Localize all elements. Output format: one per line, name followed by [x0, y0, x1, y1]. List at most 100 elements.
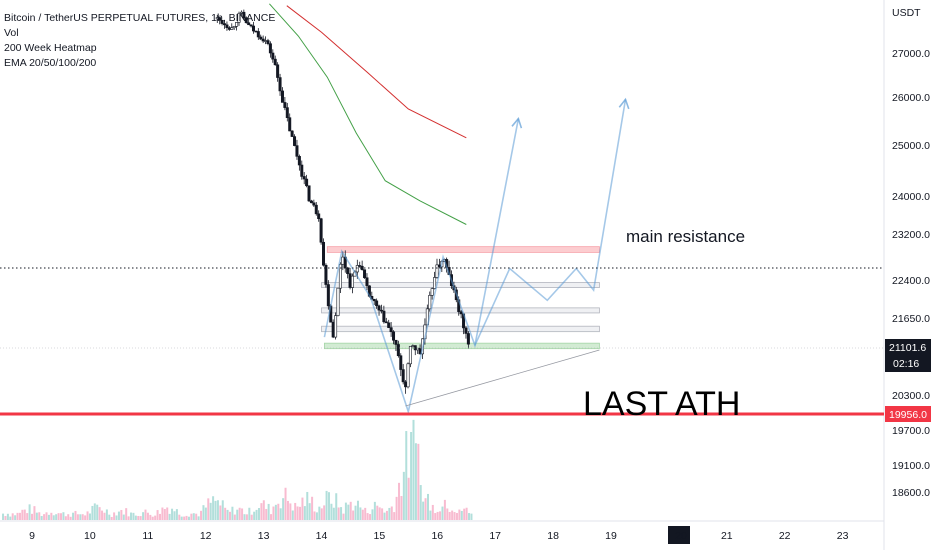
- currency-label: USDT: [892, 7, 921, 19]
- volume-bar: [195, 513, 198, 520]
- volume-bar: [76, 514, 79, 520]
- volume-bar: [43, 514, 46, 520]
- volume-bar: [204, 507, 207, 520]
- volume-bar: [354, 505, 357, 520]
- y-tick-label: 25000.0: [892, 140, 930, 152]
- volume-bar: [267, 503, 270, 520]
- volume-bar: [286, 500, 289, 520]
- volume-bar: [439, 511, 442, 520]
- volume-bar: [337, 507, 340, 520]
- volume-bar: [190, 513, 193, 520]
- volume-bar: [400, 496, 403, 520]
- volume-bar: [120, 509, 123, 520]
- volume-bar: [110, 517, 113, 520]
- volume-bar: [405, 431, 408, 520]
- volume-bar: [284, 487, 287, 520]
- candle-body: [401, 369, 405, 383]
- volume-bar: [62, 512, 65, 520]
- symbol-title[interactable]: Bitcoin / TetherUS PERPETUAL FUTURES, 1h…: [4, 12, 276, 24]
- volume-bar: [122, 514, 125, 520]
- volume-bar: [260, 503, 263, 520]
- volume-bar: [113, 512, 116, 520]
- heatmap-indicator-label[interactable]: 200 Week Heatmap: [4, 42, 97, 54]
- volume-bar: [465, 507, 468, 520]
- volume-bar: [395, 496, 398, 520]
- candle-body: [259, 36, 263, 40]
- price-zone-resistance: [326, 246, 600, 253]
- vol-indicator-label[interactable]: Vol: [4, 27, 19, 39]
- x-axis[interactable]: 9 10 11 12 13 14 15 16 17 18 19 21 22 23: [29, 530, 849, 542]
- chart-legend: Bitcoin / TetherUS PERPETUAL FUTURES, 1h…: [4, 11, 275, 71]
- candle-body: [358, 265, 362, 267]
- volume-bar: [272, 506, 275, 520]
- volume-bar: [81, 514, 84, 520]
- y-axis[interactable]: 27000.0 26000.0 25000.0 24000.0 23200.0 22400…: [892, 48, 930, 499]
- volume-bar: [216, 500, 219, 520]
- x-tick-label: 16: [431, 530, 443, 542]
- volume-bar: [11, 513, 14, 520]
- volume-bar: [72, 512, 75, 520]
- volume-bar: [132, 512, 135, 520]
- x-tick-label: 23: [837, 530, 849, 542]
- volume-bar: [451, 510, 454, 520]
- candle-body: [331, 321, 335, 338]
- volume-bar: [385, 510, 388, 520]
- volume-bar: [33, 506, 36, 520]
- ema-indicator-label[interactable]: EMA 20/50/100/200: [4, 57, 97, 69]
- candle-body: [235, 22, 239, 27]
- candle-body: [466, 333, 470, 345]
- volume-bar: [144, 509, 147, 520]
- volume-bar: [171, 508, 174, 520]
- volume-bar: [180, 516, 183, 520]
- projection-path: [323, 118, 520, 415]
- volume-bar: [139, 516, 142, 520]
- candle-body: [319, 218, 323, 243]
- x-tick-label: 17: [489, 530, 501, 542]
- volume-bar: [26, 513, 29, 520]
- volume-bar: [178, 514, 181, 520]
- candle-body: [290, 130, 294, 137]
- volume-bar: [64, 516, 67, 520]
- candle-body: [242, 11, 246, 19]
- candle-body: [322, 241, 326, 266]
- y-tick-label: 27000.0: [892, 48, 930, 60]
- volume-bar: [323, 505, 326, 520]
- volume-bar: [364, 507, 367, 520]
- volume-bar: [436, 511, 439, 520]
- candle-body: [273, 58, 277, 66]
- volume-bar: [468, 513, 471, 520]
- volume-bar: [359, 507, 362, 520]
- price-candles: [215, 9, 470, 394]
- y-tick-label: 22400.0: [892, 275, 930, 287]
- volume-bar: [299, 506, 302, 520]
- y-tick-label: 20300.0: [892, 390, 930, 402]
- candle-body: [225, 24, 229, 28]
- volume-bar: [446, 508, 449, 520]
- candle-body: [280, 90, 284, 103]
- projection-arrowhead: [511, 116, 523, 129]
- candle-body: [355, 265, 359, 273]
- x-tick-label: 22: [779, 530, 791, 542]
- volume-bar: [175, 509, 178, 520]
- volume-bar: [187, 516, 190, 520]
- candle-body: [266, 40, 270, 44]
- volume-bar: [224, 507, 227, 520]
- volume-bar: [243, 514, 246, 520]
- volume-bar: [105, 509, 108, 520]
- candle-body: [435, 264, 439, 278]
- last-ath-label: LAST ATH: [583, 385, 740, 423]
- volume-bar: [460, 510, 463, 520]
- volume-bar: [356, 500, 359, 520]
- volume-bar: [347, 504, 350, 520]
- volume-bar: [241, 508, 244, 520]
- volume-bar: [28, 504, 31, 520]
- volume-bar: [315, 512, 318, 520]
- candle-body: [220, 20, 224, 24]
- volume-bar: [185, 515, 188, 520]
- volume-bar: [96, 504, 99, 520]
- volume-bar: [434, 513, 437, 520]
- volume-bar: [308, 503, 311, 520]
- candle-body: [372, 298, 376, 302]
- current-price-value: 21101.6: [889, 342, 926, 354]
